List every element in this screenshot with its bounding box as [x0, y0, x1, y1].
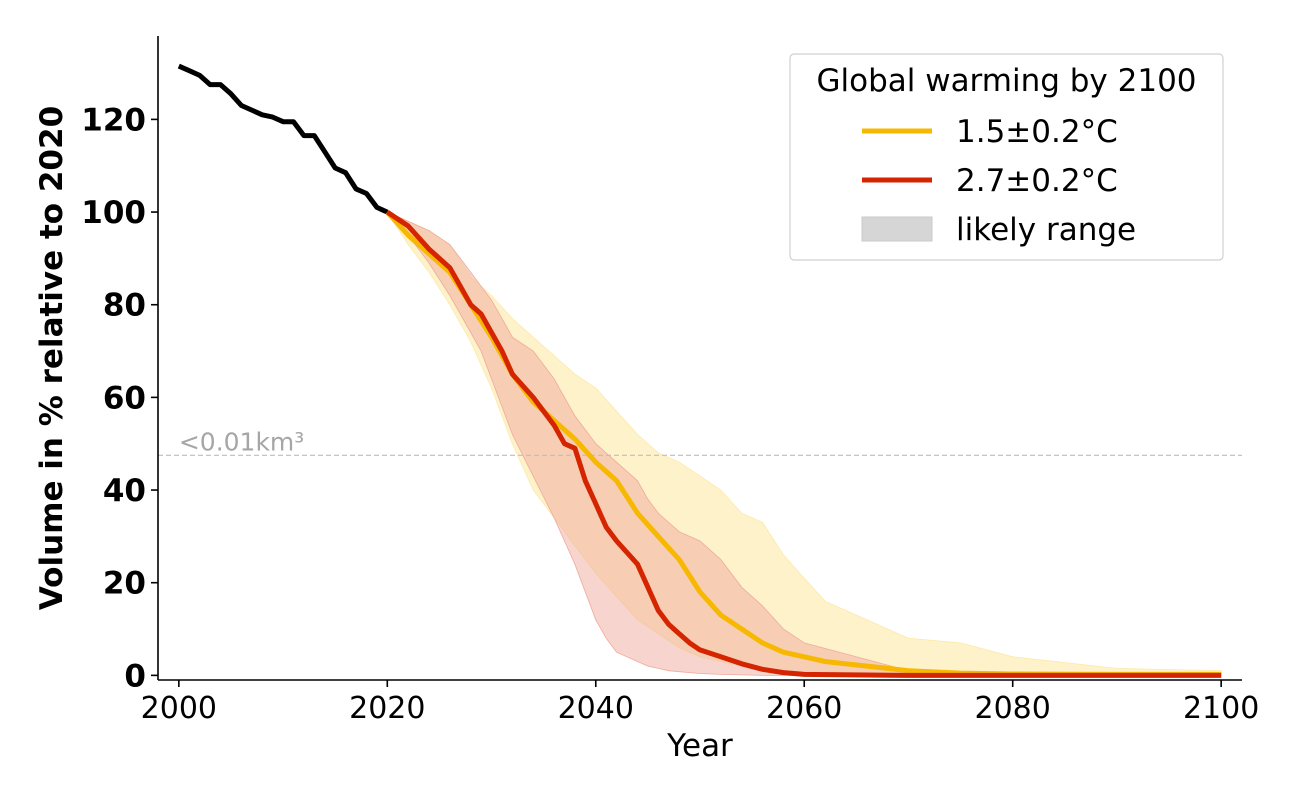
legend-box — [789, 53, 1224, 261]
y-tick-label: 0 — [124, 658, 146, 694]
y-tick-label: 120 — [81, 102, 146, 138]
legend-entry-label: 2.7±0.2°C — [956, 163, 1118, 199]
series-lines — [177, 63, 1222, 678]
y-axis-label: Volume in % relative to 2020 — [34, 106, 70, 610]
legend-entries: 1.5±0.2°C 2.7±0.2°C likely range — [861, 114, 1136, 248]
series-line-1 — [385, 210, 1222, 677]
x-tick-label: 2080 — [975, 691, 1051, 726]
series-line-2 — [385, 210, 1222, 678]
legend-entry-label: 1.5±0.2°C — [956, 114, 1118, 150]
y-tick-label: 20 — [103, 566, 146, 602]
x-tick-label: 2000 — [141, 691, 217, 726]
band-series-2 — [387, 211, 1222, 676]
legend: Global warming by 2100 1.5±0.2°C 2.7±0.2°… — [789, 53, 1224, 261]
y-tick-label: 60 — [103, 380, 146, 416]
y-tick-label: 100 — [81, 195, 146, 231]
legend-title: Global warming by 2100 — [816, 63, 1196, 99]
axes — [157, 36, 1242, 681]
likely-range-bands — [386, 211, 1222, 676]
y-tick-label: 40 — [103, 473, 146, 509]
x-axis-label: Year — [666, 728, 733, 764]
x-tick-label: 2020 — [349, 691, 425, 726]
band-series-1 — [386, 211, 1222, 676]
legend-swatch-patch — [861, 216, 933, 242]
y-tick-label: 80 — [103, 288, 146, 324]
x-tick-label: 2060 — [766, 691, 842, 726]
x-tick-label: 2100 — [1183, 691, 1259, 726]
x-tick-label: 2040 — [558, 691, 634, 726]
historical-line — [177, 63, 389, 215]
legend-entry-label: likely range — [956, 212, 1136, 248]
threshold-annotation: <0.01km³ — [179, 427, 304, 456]
